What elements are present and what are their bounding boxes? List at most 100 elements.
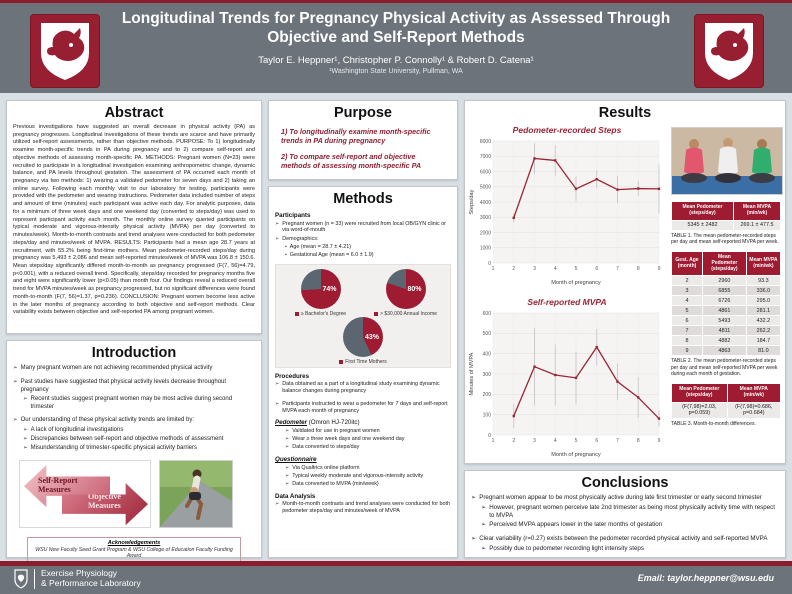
poster-affiliation: ¹Washington State University, Pullman, W…	[329, 67, 463, 75]
table-header-cell: Mean MVPA (min/wk)	[732, 201, 782, 221]
bullet-item: ➢ Our understanding of these physical act…	[13, 417, 195, 424]
svg-text:3000: 3000	[480, 215, 491, 221]
svg-text:5000: 5000	[480, 185, 491, 191]
results-tables-column: Mean Pedometer (steps/day) Mean MVPA (min…	[671, 127, 783, 427]
bullet-item: ▪ Gestational Age (mean = 6.0 ± 1.9)	[285, 252, 374, 258]
table-row: 5345 ± 2482 269.1 ± 477.5	[671, 219, 782, 231]
svg-text:0: 0	[488, 433, 491, 439]
table-cell: 432.2	[745, 315, 782, 327]
poster-title: Longitudinal Trends for Pregnancy Physic…	[121, 10, 671, 47]
data-analysis-heading: Data Analysis	[275, 492, 316, 500]
table-cell: 5345 ± 2482	[671, 219, 734, 231]
table-cell: 184.7	[745, 335, 782, 347]
svg-text:1: 1	[492, 438, 495, 444]
svg-text:4000: 4000	[480, 200, 491, 206]
bullet-item: ➢ Pregnant women appear to be most physic…	[471, 494, 762, 501]
svg-text:300: 300	[483, 372, 492, 378]
acknowledgements-box: Acknowledgements WSU New Faculty Seed Gr…	[27, 537, 241, 563]
table-cell: 4863	[701, 345, 747, 357]
procedures-bullets: ➢ Data obtained as a part of a longitudin…	[275, 381, 451, 414]
bullet-item: ➢ Perceived MVPA appears lower in the lat…	[481, 521, 663, 529]
table-row: 8 4882 184.7	[671, 335, 782, 347]
bullet-item: ➢ Demographics:	[275, 235, 319, 242]
pie-percentage-label: 80%	[407, 285, 422, 293]
table-cell: 6855	[701, 285, 747, 297]
wsu-cougar-logo	[30, 14, 100, 88]
table-1-means: Mean Pedometer (steps/day) Mean MVPA (min…	[671, 201, 782, 231]
table-row: 9 4863 81.0	[671, 345, 782, 357]
pie-percentage-label: 43%	[365, 333, 380, 341]
table-cell: 2960	[701, 275, 747, 287]
table-header-cell: Mean Pedometer (steps/day)	[701, 250, 747, 277]
svg-text:5: 5	[575, 438, 578, 444]
table-header-cell: Mean MVPA (min/wk)	[745, 250, 782, 277]
table-row: 3 6855 336.0	[671, 285, 782, 297]
table-3-caption: TABLE 3. Month-to-month differences.	[671, 420, 756, 427]
bullet-item: ➢ Misunderstanding of trimester-specific …	[23, 445, 198, 452]
table-cell: (F(7,98)=0.686, p=0.684)	[726, 401, 782, 419]
svg-text:9: 9	[658, 438, 661, 444]
pie-circle: 80%	[385, 268, 426, 309]
pie-legend: ≥ Bachelor's Degree	[294, 311, 346, 317]
wsu-cougar-logo-art	[705, 23, 753, 80]
bullet-item: ➢ Many pregnant women are not achieving r…	[13, 365, 213, 371]
pie-annual-income: 80% > $30,000 Annual Income	[364, 268, 448, 317]
bullet-item: ▪ Age (mean = 28.7 ± 4.21)	[285, 243, 352, 250]
table-cell: 93.3	[745, 275, 782, 287]
svg-text:7: 7	[616, 266, 619, 272]
bullet-item: ➢ Data obtained as a part of a longitudin…	[275, 381, 440, 394]
table-header-cell: Gest. Age (month)	[671, 250, 703, 277]
bullet-item: ➢ Typical weekly moderate and vigorous-in…	[285, 472, 424, 479]
table-row: 7 4811 262.2	[671, 325, 782, 337]
svg-text:1000: 1000	[480, 246, 491, 252]
svg-text:Steps/day: Steps/day	[469, 189, 475, 214]
table-3-differences: Mean Pedometer (steps/day) Mean MVPA (min…	[671, 383, 782, 419]
legend-swatch	[339, 359, 344, 364]
wsu-shield-icon	[14, 569, 28, 589]
table-cell: 8	[671, 335, 703, 347]
pie-circle: 43%	[343, 316, 383, 357]
poster-header: Longitudinal Trends for Pregnancy Physic…	[0, 3, 792, 93]
bullet-item: ➢ Via Qualtrics online platform	[285, 464, 360, 471]
pedometer-bullets: ➢ Validated for use in pregnant women ➢ Wea…	[275, 428, 451, 451]
svg-text:4: 4	[554, 266, 557, 272]
table-cell: 81.0	[745, 345, 782, 357]
table-row: (F(7,98)=2.03, p=0.059) (F(7,98)=0.686, p…	[671, 401, 782, 419]
table-cell: 4882	[701, 335, 747, 347]
pedometer-chart-title: Pedometer-recorded Steps	[512, 125, 622, 135]
bullet-item: ➢ Data converted to MVPA (min/week)	[285, 481, 379, 487]
pie-circle: 74%	[300, 268, 341, 309]
poster-authors: Taylor E. Heppner¹, Christopher P. Conno…	[258, 54, 534, 66]
svg-text:8: 8	[637, 438, 640, 444]
purpose-heading: Purpose	[333, 105, 392, 121]
footer-accent-line	[0, 561, 792, 566]
svg-text:4: 4	[554, 438, 557, 444]
svg-text:3: 3	[533, 438, 536, 444]
bullet-item: ➢ Participants instructed to wear a pedom…	[275, 400, 448, 414]
introduction-graphics: Self-Report Measures Objective Measures	[19, 460, 255, 529]
pedometer-heading: Pedometer (Omron HJ-720itc)	[275, 419, 360, 427]
svg-text:8: 8	[637, 266, 640, 272]
table-cell: (F(7,98)=2.03, p=0.059)	[671, 401, 728, 419]
legend-swatch	[374, 311, 379, 316]
table-cell: 3	[671, 285, 703, 297]
table-cell: 4	[671, 295, 703, 307]
introduction-heading: Introduction	[91, 345, 177, 361]
introduction-section: Introduction ➢ Many pregnant women are no…	[6, 340, 262, 563]
svg-text:6: 6	[595, 438, 598, 444]
lab-name: Exercise Physiology & Performance Labora…	[41, 568, 141, 588]
svg-text:9: 9	[658, 266, 661, 272]
table-1-caption: TABLE 1. The mean pedometer-recorded ste…	[671, 232, 779, 245]
pie-legend: > $30,000 Annual Income	[374, 311, 437, 317]
mvpa-chart-title: Self-reported MVPA	[527, 297, 607, 307]
acknowledgements-text: WSU New Faculty Seed Grant Program & WSU…	[35, 547, 233, 560]
pie-legend: First Time Mothers	[339, 359, 387, 365]
svg-text:Month of pregnancy: Month of pregnancy	[551, 280, 601, 286]
svg-text:600: 600	[483, 311, 492, 317]
table-header-cell: Mean Pedometer (steps/day)	[671, 201, 734, 221]
svg-text:7000: 7000	[480, 154, 491, 160]
participants-heading: Participants	[275, 212, 311, 219]
pie-percentage-label: 74%	[322, 285, 337, 293]
svg-text:7: 7	[616, 438, 619, 444]
bullet-item: ➢ Discrepancies between self-report and o…	[23, 436, 224, 443]
